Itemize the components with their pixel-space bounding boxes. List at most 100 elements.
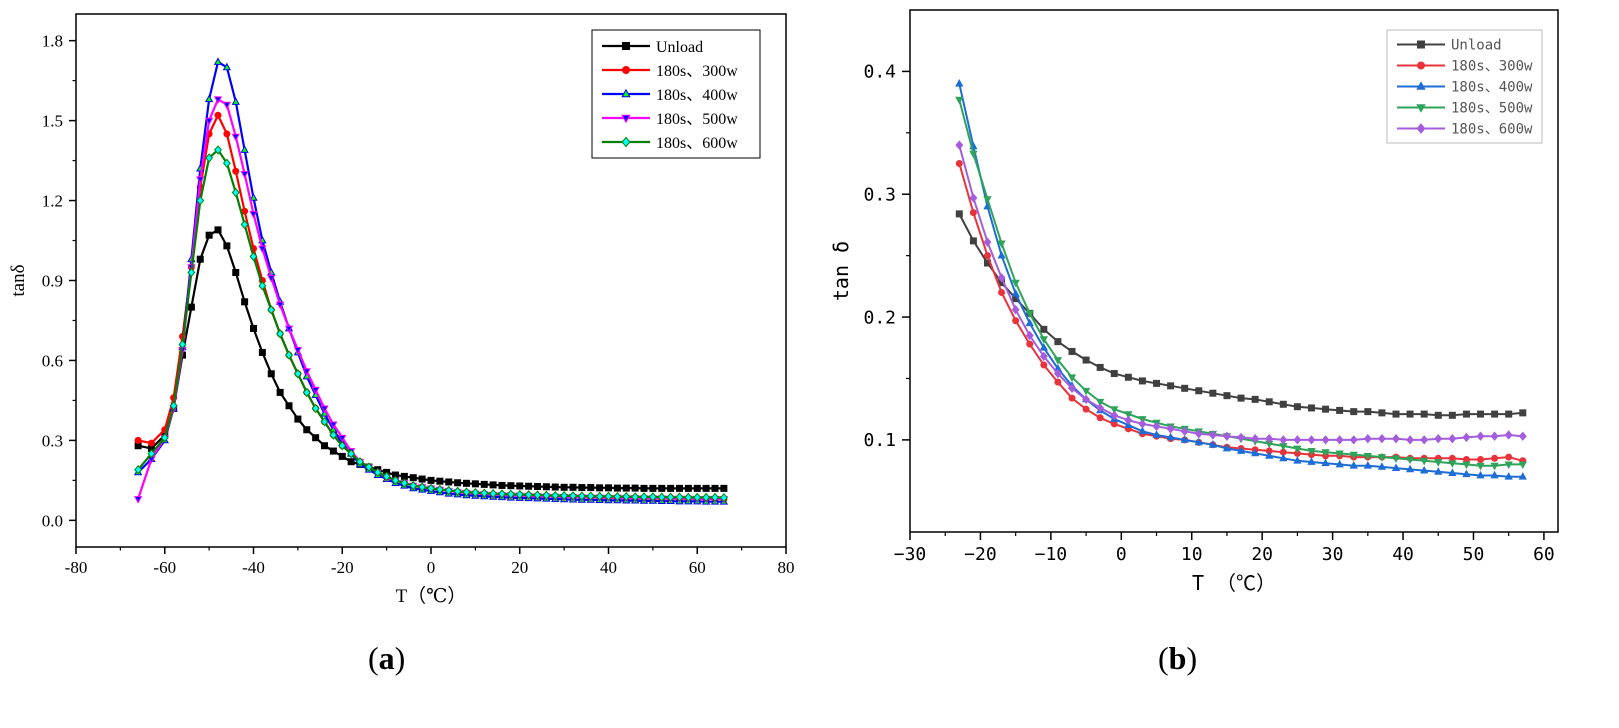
data-point xyxy=(998,288,1006,296)
legend-item: Unload xyxy=(1397,38,1502,54)
data-point xyxy=(667,484,675,492)
data-point xyxy=(955,79,964,87)
legend-item: 180s、300w xyxy=(1397,59,1533,75)
data-point xyxy=(1265,398,1273,406)
data-point xyxy=(1153,379,1161,387)
data-point xyxy=(1124,373,1132,381)
data-point xyxy=(1350,408,1358,416)
legend-marker xyxy=(1417,40,1425,49)
data-point xyxy=(1420,435,1429,445)
data-point xyxy=(1166,432,1175,441)
legend-label: 180s、500w xyxy=(656,111,738,128)
data-point xyxy=(955,140,964,150)
y-axis-title: tan δ xyxy=(830,241,853,301)
data-point xyxy=(267,370,275,378)
x-tick-label: 40 xyxy=(1392,544,1414,565)
x-tick-label: 80 xyxy=(778,558,795,577)
data-point xyxy=(596,484,604,492)
legend-label: 180s、300w xyxy=(656,63,738,80)
data-point xyxy=(1477,456,1485,464)
data-point xyxy=(1518,431,1527,441)
data-point xyxy=(605,484,612,492)
data-point xyxy=(329,447,337,455)
data-point xyxy=(1054,338,1062,346)
data-point xyxy=(1251,433,1260,444)
data-point xyxy=(1406,435,1415,445)
data-point xyxy=(1462,461,1471,470)
data-point xyxy=(258,281,267,291)
legend-label: 180s、400w xyxy=(1451,80,1533,96)
legend-marker xyxy=(622,42,630,50)
caption-a: (a) xyxy=(368,640,406,676)
data-point xyxy=(471,480,479,488)
data-point xyxy=(525,482,533,490)
data-point xyxy=(205,153,214,163)
x-tick-label: 30 xyxy=(1322,544,1344,565)
data-point xyxy=(1462,410,1470,418)
data-point xyxy=(1222,443,1232,452)
legend-item: 180s、400w xyxy=(602,87,738,104)
data-point xyxy=(560,490,569,501)
data-point xyxy=(480,480,488,488)
data-point xyxy=(1420,410,1428,418)
data-point xyxy=(1208,430,1217,440)
data-point xyxy=(516,482,524,490)
data-point xyxy=(1490,431,1499,441)
data-point xyxy=(1209,389,1217,397)
data-point xyxy=(453,486,462,496)
data-point xyxy=(1039,336,1048,344)
series-2 xyxy=(134,111,728,503)
legend-item: 180s、500w xyxy=(1397,101,1533,117)
data-point xyxy=(480,488,489,498)
data-point xyxy=(1518,461,1527,470)
data-point xyxy=(1335,450,1344,459)
data-point xyxy=(240,219,249,230)
x-tick-label: −20 xyxy=(964,544,997,565)
data-point xyxy=(711,492,719,503)
legend: Unload 180s、300w 180s、400w 180s、500w 180s、60… xyxy=(1386,29,1543,144)
data-point xyxy=(284,325,294,334)
data-point xyxy=(1434,433,1443,444)
data-point xyxy=(373,467,382,478)
data-point xyxy=(338,452,346,460)
data-point xyxy=(969,237,977,245)
data-point xyxy=(293,346,303,355)
data-point xyxy=(276,329,285,339)
data-point xyxy=(649,484,657,492)
y-tick-label: 0.3 xyxy=(863,185,896,206)
data-point xyxy=(222,158,231,168)
data-point xyxy=(1194,429,1203,439)
data-point xyxy=(435,484,444,495)
data-point xyxy=(1505,410,1513,418)
data-point xyxy=(267,274,276,283)
data-point xyxy=(1068,394,1076,402)
data-point xyxy=(1307,435,1316,445)
data-point xyxy=(702,492,711,503)
legend-item: 180s、500w xyxy=(602,111,738,128)
y-tick-label: 0.3 xyxy=(42,431,63,450)
data-point xyxy=(1349,461,1358,469)
data-point xyxy=(1082,394,1091,405)
x-tick-label: −30 xyxy=(894,544,927,565)
data-point xyxy=(196,195,205,206)
data-point xyxy=(1138,377,1146,385)
data-point xyxy=(454,479,462,487)
data-point xyxy=(1462,469,1471,478)
data-point xyxy=(1054,378,1062,386)
data-point xyxy=(356,457,364,467)
data-point xyxy=(214,111,222,119)
data-point xyxy=(622,484,630,492)
data-point xyxy=(997,251,1006,259)
data-point xyxy=(1068,383,1076,393)
data-point xyxy=(471,487,480,498)
data-point xyxy=(684,484,692,492)
data-point xyxy=(955,160,963,168)
data-point xyxy=(169,401,178,411)
data-point xyxy=(613,491,622,502)
data-point xyxy=(311,403,320,414)
data-point xyxy=(1011,279,1020,288)
series-line xyxy=(137,112,724,501)
data-point xyxy=(1237,394,1245,402)
data-point xyxy=(675,492,684,502)
data-point xyxy=(719,493,728,503)
